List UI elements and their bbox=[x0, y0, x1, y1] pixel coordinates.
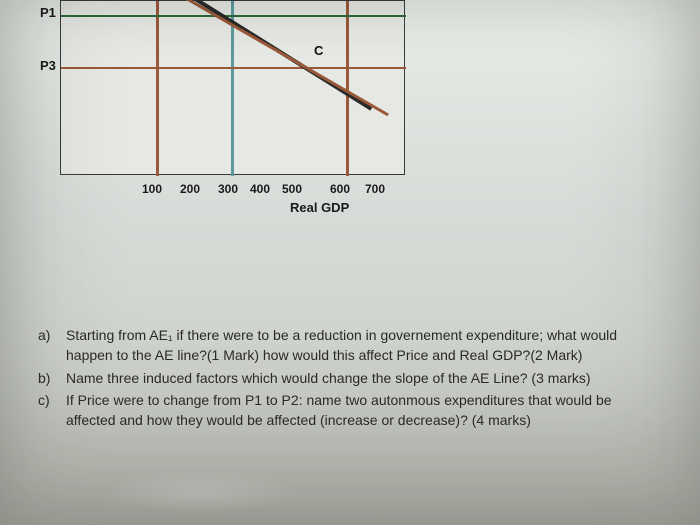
questions-block: a) Starting from AE₁ if there were to be… bbox=[38, 325, 658, 432]
hline-2 bbox=[61, 67, 406, 69]
x-tick-600: 600 bbox=[330, 182, 350, 196]
question-text: Starting from AE₁ if there were to be a … bbox=[66, 325, 658, 366]
question-b: b) Name three induced factors which woul… bbox=[38, 368, 658, 388]
question-c: c) If Price were to change from P1 to P2… bbox=[38, 390, 658, 431]
question-label: b) bbox=[38, 368, 66, 388]
x-axis-label: Real GDP bbox=[290, 200, 349, 215]
x-tick-200: 200 bbox=[180, 182, 200, 196]
y-tick-p1: P1 bbox=[40, 5, 56, 20]
graph-photo-area: Price P1 P3 C 100 200 300 400 500 600 70… bbox=[0, 0, 700, 300]
point-c: C bbox=[314, 43, 323, 58]
question-label: c) bbox=[38, 390, 66, 431]
x-tick-700: 700 bbox=[365, 182, 385, 196]
x-tick-300: 300 bbox=[218, 182, 238, 196]
question-a: a) Starting from AE₁ if there were to be… bbox=[38, 325, 658, 366]
question-text: Name three induced factors which would c… bbox=[66, 368, 658, 388]
x-tick-400: 400 bbox=[250, 182, 270, 196]
question-label: a) bbox=[38, 325, 66, 366]
chart-plot-area: C bbox=[60, 0, 405, 175]
hline-1 bbox=[61, 15, 406, 17]
y-tick-p3: P3 bbox=[40, 58, 56, 73]
x-tick-500: 500 bbox=[282, 182, 302, 196]
glare-overlay bbox=[100, 470, 300, 515]
question-text: If Price were to change from P1 to P2: n… bbox=[66, 390, 658, 431]
vline-1 bbox=[156, 1, 159, 176]
x-tick-100: 100 bbox=[142, 182, 162, 196]
diagonal-2 bbox=[175, 0, 389, 116]
